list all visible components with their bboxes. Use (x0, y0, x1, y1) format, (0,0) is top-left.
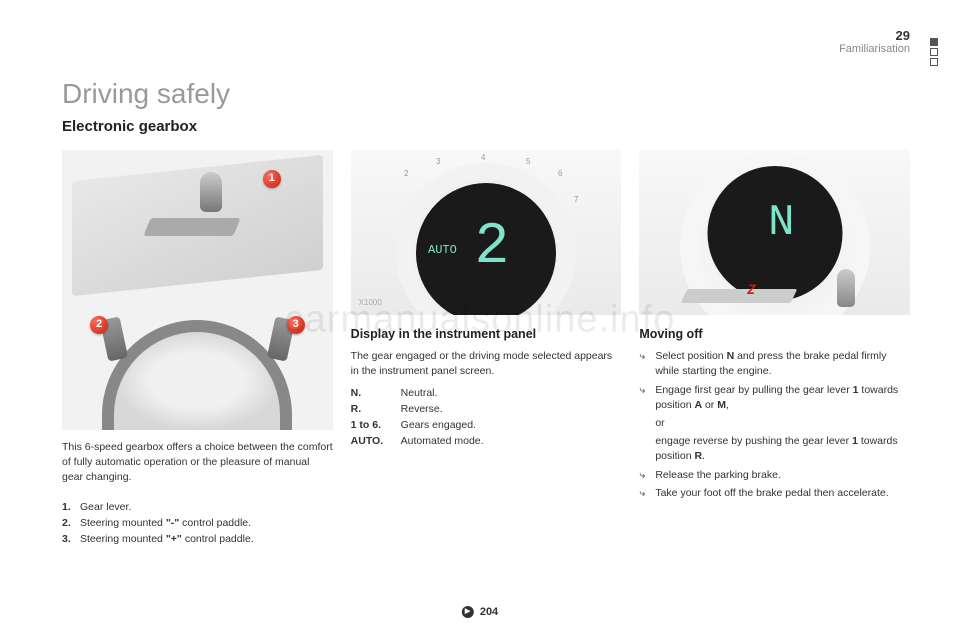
content-columns: 1 2 3 This 6-speed gearbox offers a choi… (62, 150, 910, 548)
col3-heading: Moving off (639, 325, 910, 343)
definition-row: N.Neutral. (351, 386, 622, 401)
indent-text: engage reverse by pushing the gear lever… (639, 434, 910, 464)
bullet-item: ⤷Select position N and press the brake p… (639, 349, 910, 379)
bullet-text: Select position N and press the brake pe… (655, 349, 910, 379)
footer-icon (462, 606, 474, 618)
indent-text: or (639, 416, 910, 431)
side-indicator (930, 38, 938, 66)
bullet-text: Take your foot off the brake pedal then … (655, 486, 888, 501)
definition-row: AUTO.Automated mode. (351, 434, 622, 449)
marker-2: 2 (90, 316, 108, 334)
column-1: 1 2 3 This 6-speed gearbox offers a choi… (62, 150, 333, 548)
col2-heading: Display in the instrument panel (351, 325, 622, 343)
x1000-label: X1000 (359, 297, 382, 309)
display-digit: 2 (475, 206, 508, 290)
footer-page-ref: 204 (480, 606, 498, 618)
column-2: AUTO 2 2 3 4 5 6 7 X1000 Display in the … (351, 150, 622, 548)
footer-ref: 204 (462, 606, 498, 618)
page-subtitle: Electronic gearbox (62, 118, 197, 135)
bullet-item: ⤷Release the parking brake. (639, 468, 910, 483)
bullet-text: Engage first gear by pulling the gear le… (655, 383, 910, 413)
marker-3: 3 (287, 316, 305, 334)
list-item: 1. Gear lever. (62, 500, 333, 515)
col2-para: The gear engaged or the driving mode sel… (351, 349, 622, 379)
bullet-text: Release the parking brake. (655, 468, 781, 483)
bullet-item: ⤷Take your foot off the brake pedal then… (639, 486, 910, 501)
column-3: N Z Moving off ⤷Select position N and pr… (639, 150, 910, 548)
list-item: 2. Steering mounted "-" control paddle. (62, 516, 333, 531)
figure-gear-lever: 1 2 3 (62, 150, 333, 430)
figure-instrument-auto: AUTO 2 2 3 4 5 6 7 X1000 (351, 150, 622, 315)
section-label: Familiarisation (839, 43, 910, 55)
page-number: 29 (839, 28, 910, 43)
bullet-item: ⤷Engage first gear by pulling the gear l… (639, 383, 910, 413)
list-item: 3. Steering mounted "+" control paddle. (62, 532, 333, 547)
col1-intro: This 6-speed gearbox offers a choice bet… (62, 440, 333, 486)
definition-row: R.Reverse. (351, 402, 622, 417)
page-header: 29 Familiarisation (839, 28, 910, 55)
page-title: Driving safely (62, 78, 230, 110)
marker-1: 1 (263, 170, 281, 188)
display-n: N (768, 192, 794, 256)
figure-instrument-n: N Z (639, 150, 910, 315)
definition-row: 1 to 6.Gears engaged. (351, 418, 622, 433)
display-auto-label: AUTO (428, 242, 457, 259)
